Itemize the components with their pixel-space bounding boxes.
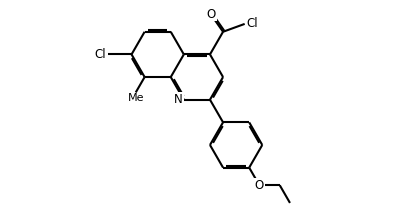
Text: Me: Me — [127, 94, 144, 104]
Text: N: N — [174, 93, 183, 106]
Text: Cl: Cl — [247, 17, 258, 30]
Text: Cl: Cl — [94, 48, 106, 61]
Text: O: O — [255, 179, 264, 192]
Text: O: O — [207, 8, 216, 20]
